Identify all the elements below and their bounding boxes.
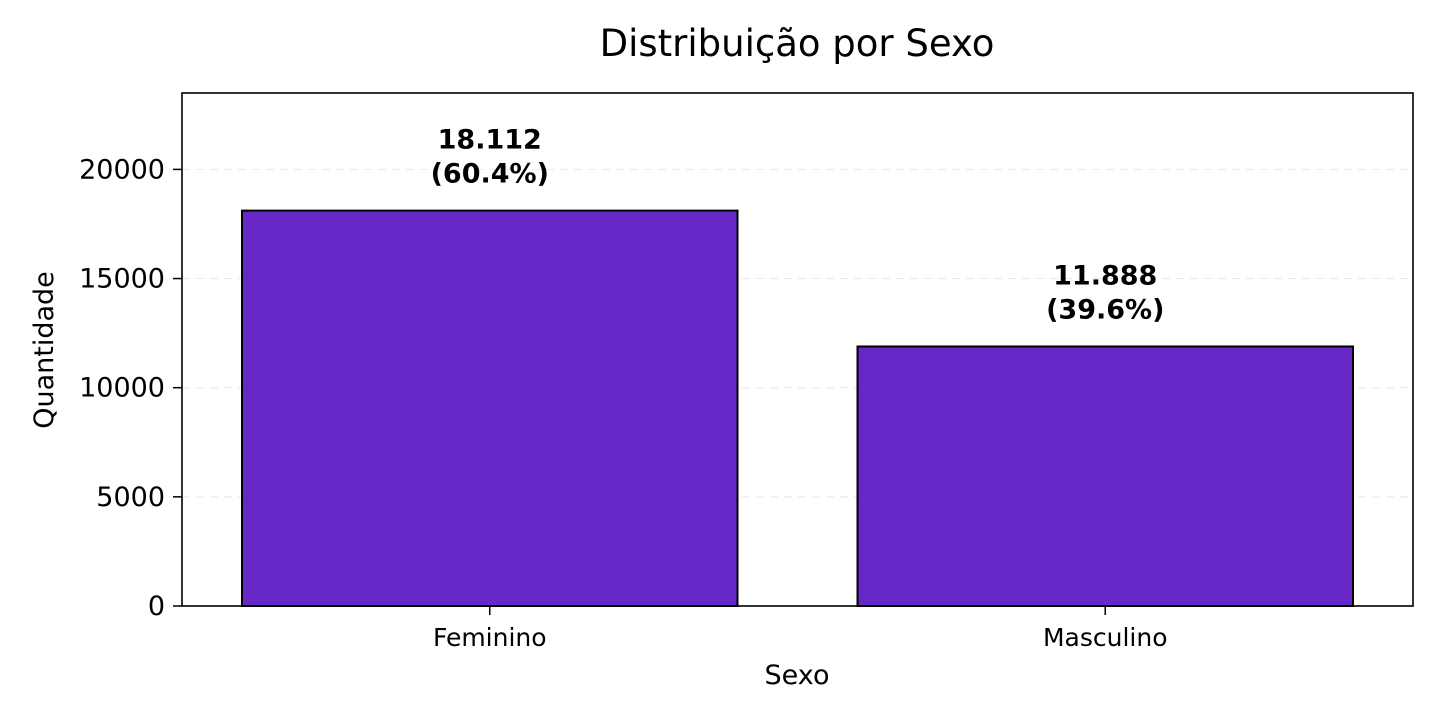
bar-masculino (856, 345, 1354, 607)
y-tick-label: 15000 (79, 264, 165, 295)
data-label: 11.888 (39.6%) (1046, 260, 1164, 325)
data-label-line: 18.112 (438, 125, 542, 156)
chart-title: Distribuição por Sexo (600, 22, 995, 65)
x-axis-label: Sexo (765, 660, 830, 691)
y-tick-label: 5000 (96, 482, 165, 513)
data-label-line: (39.6%) (1046, 294, 1164, 325)
y-axis-ticks: 0 5000 10000 15000 20000 (79, 154, 182, 622)
data-label: 18.112 (60.4%) (431, 125, 549, 190)
y-tick-label: 10000 (79, 373, 165, 404)
x-tick-label: Feminino (433, 623, 547, 652)
data-label-line: 11.888 (1053, 260, 1157, 291)
bar-feminino (241, 209, 739, 607)
bars (241, 209, 1354, 607)
y-axis-label: Quantidade (29, 271, 60, 429)
y-tick-label: 0 (148, 591, 165, 622)
bar-value-labels: 18.112 (60.4%) 11.888 (39.6%) (431, 125, 1165, 326)
plot-frame (181, 92, 1414, 607)
x-axis-ticks: Feminino Masculino (433, 606, 1168, 652)
data-label-line: (60.4%) (431, 159, 549, 190)
x-tick-label: Masculino (1043, 623, 1168, 652)
y-tick-label: 20000 (79, 154, 165, 185)
